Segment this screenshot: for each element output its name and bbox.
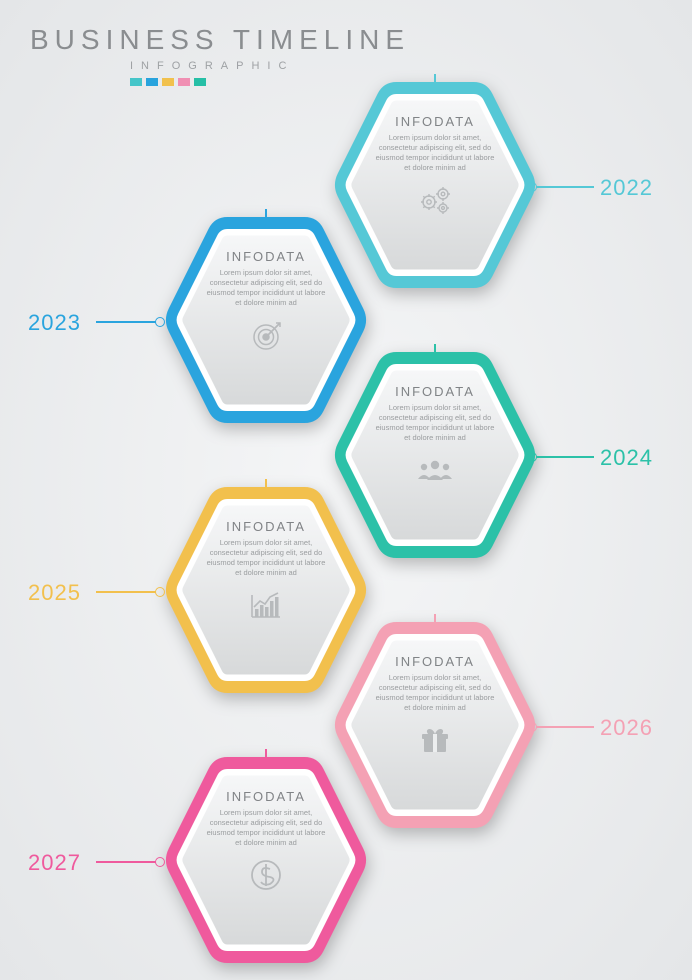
stub-y2026 bbox=[434, 614, 436, 622]
hex-label: INFODATA bbox=[395, 384, 475, 399]
connector-y2027 bbox=[96, 861, 156, 863]
year-label-2025: 2025 bbox=[28, 580, 81, 606]
hex-body: Lorem ipsum dolor sit amet, consectetur … bbox=[206, 268, 326, 309]
timeline-stage: INFODATA Lorem ipsum dolor sit amet, con… bbox=[0, 0, 692, 980]
stub-y2024 bbox=[434, 344, 436, 352]
hex-content: INFODATA Lorem ipsum dolor sit amet, con… bbox=[370, 114, 500, 256]
hex-label: INFODATA bbox=[395, 114, 475, 129]
stub-y2025 bbox=[265, 479, 267, 487]
year-label-2023: 2023 bbox=[28, 310, 81, 336]
timeline-hex-y2027: INFODATA Lorem ipsum dolor sit amet, con… bbox=[161, 755, 371, 965]
hex-content: INFODATA Lorem ipsum dolor sit amet, con… bbox=[370, 654, 500, 796]
hex-content: INFODATA Lorem ipsum dolor sit amet, con… bbox=[201, 519, 331, 661]
year-label-2022: 2022 bbox=[600, 175, 653, 201]
hex-label: INFODATA bbox=[226, 519, 306, 534]
target-icon bbox=[246, 315, 286, 355]
connector-y2024 bbox=[536, 456, 594, 458]
hex-body: Lorem ipsum dolor sit amet, consectetur … bbox=[375, 133, 495, 174]
people-icon bbox=[415, 450, 455, 490]
connector-y2023 bbox=[96, 321, 156, 323]
hex-label: INFODATA bbox=[226, 789, 306, 804]
stub-y2023 bbox=[265, 209, 267, 217]
bars-icon bbox=[246, 585, 286, 625]
gears-icon bbox=[415, 180, 455, 220]
hex-label: INFODATA bbox=[226, 249, 306, 264]
dollar-icon bbox=[246, 855, 286, 895]
hex-body: Lorem ipsum dolor sit amet, consectetur … bbox=[375, 403, 495, 444]
hex-content: INFODATA Lorem ipsum dolor sit amet, con… bbox=[370, 384, 500, 526]
hex-body: Lorem ipsum dolor sit amet, consectetur … bbox=[206, 808, 326, 849]
stub-y2027 bbox=[265, 749, 267, 757]
hex-content: INFODATA Lorem ipsum dolor sit amet, con… bbox=[201, 789, 331, 931]
hex-body: Lorem ipsum dolor sit amet, consectetur … bbox=[206, 538, 326, 579]
connector-y2025 bbox=[96, 591, 156, 593]
stub-y2022 bbox=[434, 74, 436, 82]
connector-y2022 bbox=[536, 186, 594, 188]
year-label-2027: 2027 bbox=[28, 850, 81, 876]
connector-y2026 bbox=[536, 726, 594, 728]
gift-icon bbox=[415, 720, 455, 760]
year-label-2024: 2024 bbox=[600, 445, 653, 471]
hex-body: Lorem ipsum dolor sit amet, consectetur … bbox=[375, 673, 495, 714]
year-label-2026: 2026 bbox=[600, 715, 653, 741]
hex-label: INFODATA bbox=[395, 654, 475, 669]
hex-content: INFODATA Lorem ipsum dolor sit amet, con… bbox=[201, 249, 331, 391]
